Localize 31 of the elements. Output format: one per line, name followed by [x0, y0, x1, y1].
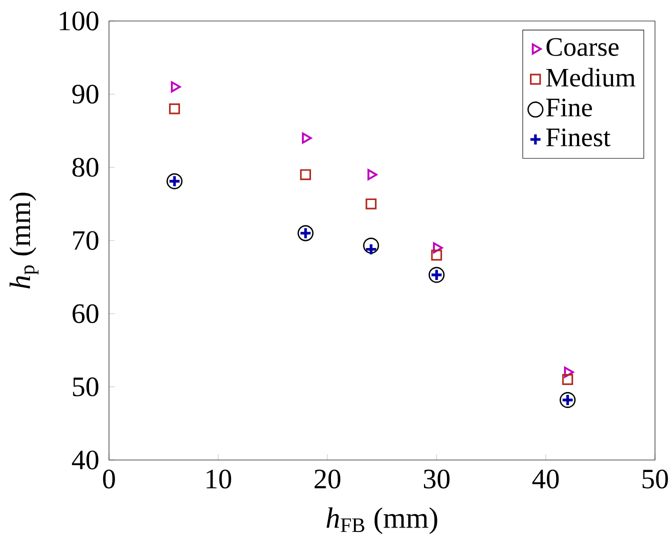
legend-label: Medium	[546, 68, 636, 87]
point	[170, 81, 181, 92]
point	[364, 242, 378, 256]
legend-label: Fine	[546, 98, 592, 117]
y-tick-label: 100	[60, 12, 98, 30]
y-tick-label: 90	[72, 84, 98, 104]
y-tick-label: 80	[72, 158, 98, 177]
point	[363, 238, 380, 254]
y-tick-label: 70	[73, 231, 98, 250]
point	[366, 198, 377, 210]
point	[367, 169, 378, 180]
y-tick-label: 40	[72, 450, 98, 470]
x-tick-label: 0	[103, 470, 115, 488]
x-axis-title: h$_{FB}$ (mm)	[326, 507, 438, 534]
y-axis-title: h$_{p}$ (mm)	[10, 192, 38, 288]
point	[562, 374, 574, 385]
legend-label: Finest	[546, 128, 610, 146]
y-tick-label: 50	[73, 377, 98, 396]
x-tick-label: 20	[314, 470, 340, 488]
point	[169, 103, 180, 114]
x-tick-label: 10	[206, 470, 232, 488]
x-tick-label: 30	[424, 470, 450, 488]
legend-label: Coarse	[546, 38, 619, 56]
x-tick-label: 40	[532, 470, 559, 488]
point	[431, 250, 442, 261]
y-tick-label: 60	[72, 304, 98, 324]
point	[300, 169, 312, 180]
point	[564, 366, 574, 378]
point	[302, 132, 312, 144]
x-tick-label: 50	[642, 470, 668, 488]
point	[432, 242, 443, 254]
